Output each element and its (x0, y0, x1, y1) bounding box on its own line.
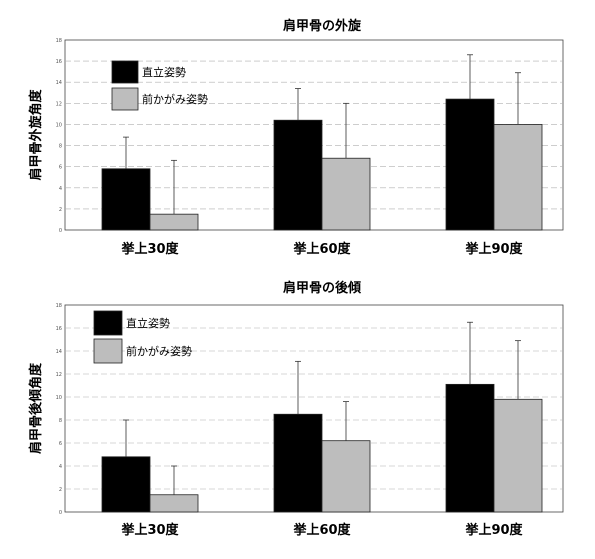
chart2-y-tick-label: 16 (56, 326, 62, 332)
chart1-y-tick-label: 4 (59, 186, 62, 192)
chart1-bar-s2-3 (493, 124, 543, 231)
chart2-y-tick-label: 18 (56, 303, 62, 309)
chart2-legend-swatch-2 (93, 338, 123, 364)
chart1-y-tick-label: 10 (56, 122, 62, 128)
chart2-bar-s2-1 (149, 494, 199, 513)
chart1-y-tick-label: 14 (56, 80, 62, 86)
chart1-y-tick-label: 0 (59, 228, 62, 234)
chart1-title: 肩甲骨の外旋 (283, 18, 362, 34)
chart2-y-axis-label: 肩甲骨後傾角度 (28, 362, 44, 454)
chart1-legend-label-1: 直立姿勢 (142, 65, 186, 79)
chart1-y-tick-label: 6 (59, 165, 62, 171)
chart2-legend-label-2: 前かがみ姿勢 (126, 344, 192, 358)
chart2-bar-s2-2 (321, 440, 371, 513)
chart1-bar-s2-2 (321, 157, 371, 231)
chart1-bar-s2-1 (149, 213, 199, 231)
chart2-bar-s1-2 (273, 413, 323, 513)
chart2-y-tick-label: 4 (59, 464, 62, 470)
chart2-category-label-2: 挙上60度 (292, 522, 351, 538)
chart2-title: 肩甲骨の後傾 (283, 280, 362, 296)
chart1-y-axis-label: 肩甲骨外旋角度 (28, 89, 44, 181)
chart2-y-tick-label: 0 (59, 510, 62, 516)
chart2-y-tick-label: 6 (59, 441, 62, 447)
chart2-bar-s1-3 (445, 383, 495, 513)
chart2-y-tick-label: 8 (59, 418, 62, 424)
chart2-legend-swatch-1 (93, 310, 123, 336)
chart1-legend-swatch-1 (111, 60, 139, 84)
chart1-bar-s1-3 (445, 98, 495, 231)
chart1-legend-swatch-2 (111, 87, 139, 111)
chart2-category-label-3: 挙上90度 (464, 522, 523, 538)
chart2-category-label-1: 挙上30度 (120, 522, 179, 538)
chart2-y-tick-label: 14 (56, 349, 62, 355)
chart1-y-tick-label: 12 (56, 101, 62, 107)
chart1-legend-label-2: 前かがみ姿勢 (142, 92, 208, 106)
chart1-category-label-3: 挙上90度 (464, 241, 523, 257)
chart2-legend-label-1: 直立姿勢 (126, 316, 170, 330)
chart2-bar-s2-3 (493, 398, 543, 513)
chart2-bar-s1-1 (101, 456, 151, 513)
chart1-category-label-2: 挙上60度 (292, 241, 351, 257)
chart1-y-tick-label: 18 (56, 38, 62, 44)
chart1-y-tick-label: 2 (59, 207, 62, 213)
chart1-bar-s1-2 (273, 119, 323, 231)
chart1-y-tick-label: 16 (56, 59, 62, 65)
chart2-y-tick-label: 10 (56, 395, 62, 401)
chart1-y-tick-label: 8 (59, 144, 62, 150)
chart1-bar-s1-1 (101, 168, 151, 231)
chart2-y-tick-label: 2 (59, 487, 62, 493)
chart2-y-tick-label: 12 (56, 372, 62, 378)
chart1-category-label-1: 挙上30度 (120, 241, 179, 257)
